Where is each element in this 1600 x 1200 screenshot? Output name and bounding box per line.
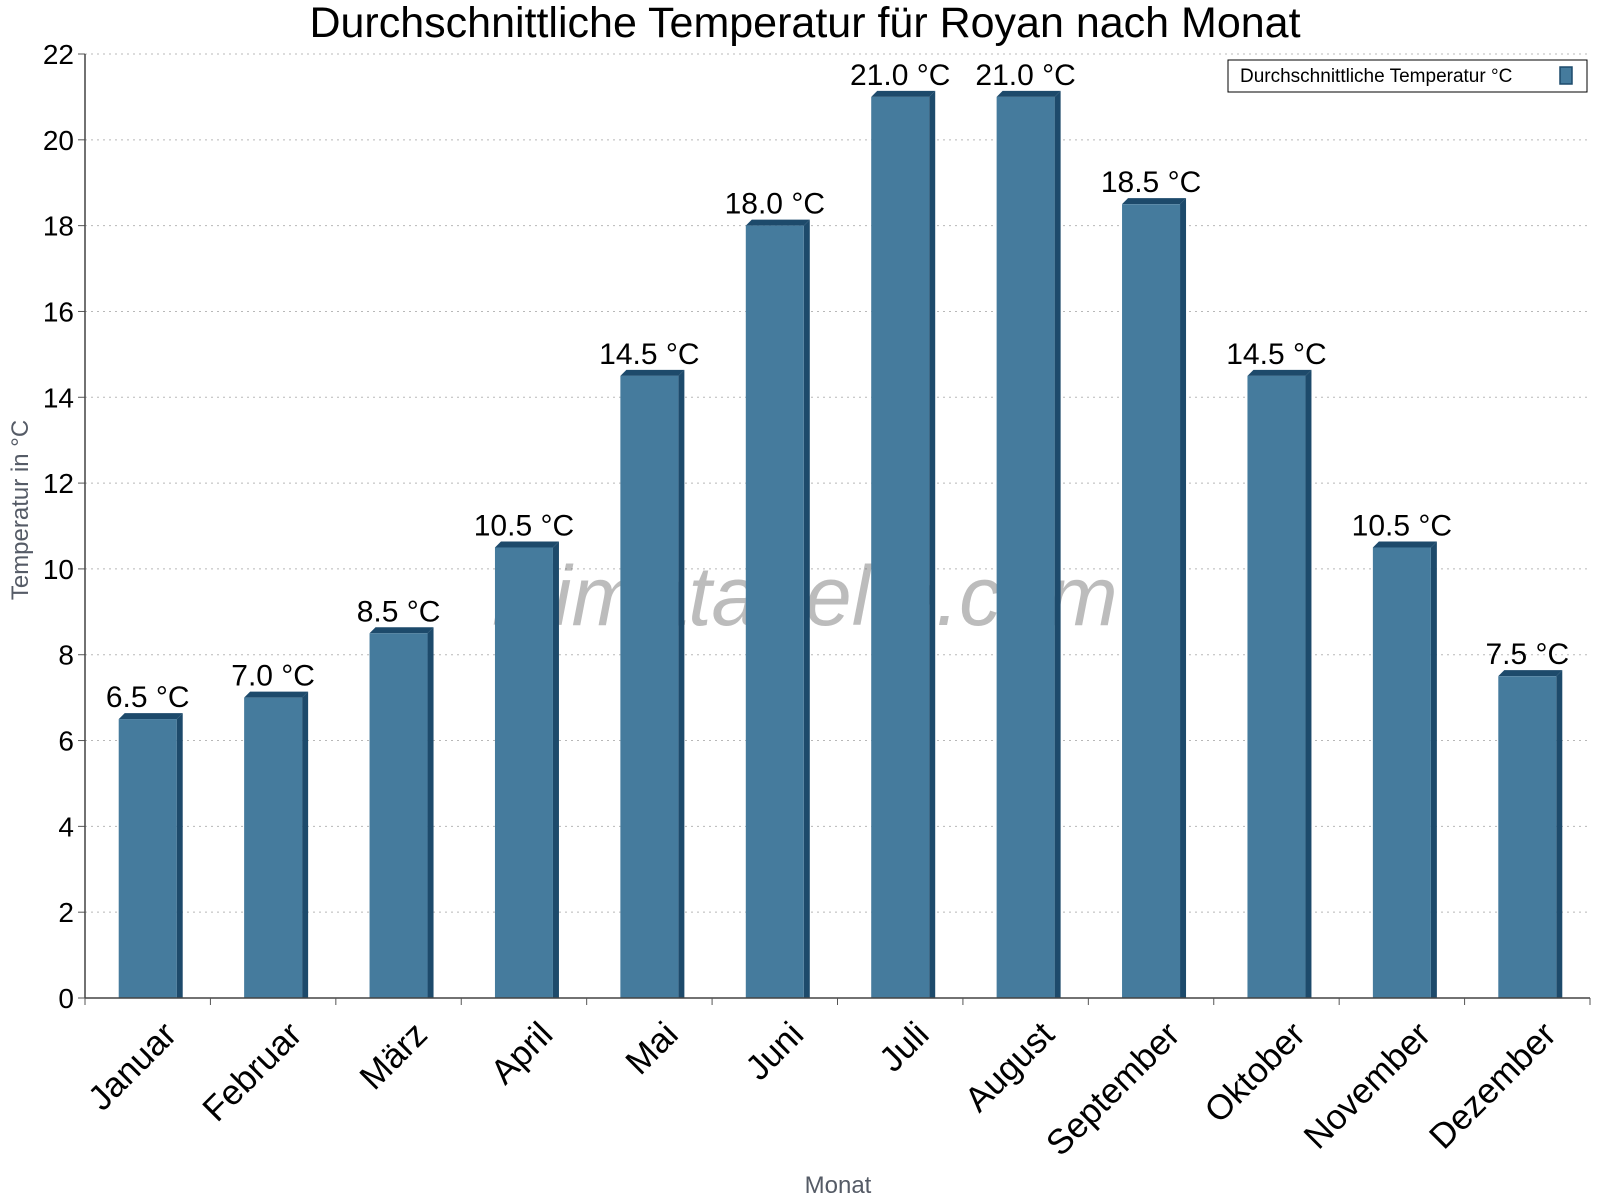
data-label: 8.5 °C: [357, 595, 441, 628]
x-tick-label: Dezember: [1422, 1015, 1564, 1157]
bar-face: [1247, 375, 1306, 998]
x-tick-label: Oktober: [1197, 1014, 1313, 1130]
y-tick-label: 8: [58, 640, 74, 671]
bar-februar: [244, 691, 309, 998]
y-tick-label: 22: [43, 39, 74, 70]
data-label: 18.5 °C: [1101, 166, 1201, 199]
bar-dezember: [1498, 670, 1563, 998]
bar-side: [929, 90, 936, 999]
x-tick-label: Februar: [195, 1015, 309, 1129]
x-tick-label: September: [1039, 1015, 1188, 1164]
chart-title: Durchschnittliche Temperatur für Royan n…: [309, 0, 1300, 47]
data-label: 18.0 °C: [725, 188, 825, 221]
bars-group: [118, 90, 1563, 999]
y-tick-label: 16: [43, 296, 74, 327]
data-label: 6.5 °C: [106, 681, 190, 714]
data-label: 14.5 °C: [1226, 338, 1326, 371]
bar-top: [369, 627, 434, 634]
y-tick-label: 12: [43, 468, 74, 499]
data-label: 7.5 °C: [1485, 638, 1569, 671]
bar-side: [1180, 198, 1187, 998]
data-label: 7.0 °C: [231, 660, 315, 693]
bar-april: [494, 541, 559, 998]
x-axis-title: Monat: [805, 1172, 872, 1199]
bar-side: [678, 369, 685, 998]
bar-side: [1305, 369, 1312, 998]
bar-top: [620, 369, 685, 376]
bar-face: [244, 697, 303, 998]
bar-august: [996, 90, 1061, 999]
bar-juli: [871, 90, 936, 999]
legend: Durchschnittliche Temperatur °C: [1227, 59, 1588, 93]
y-tick-label: 6: [58, 726, 74, 757]
y-tick-labels: 0 2 4 6 8 10 12 14 16 18 20 22: [43, 39, 74, 1014]
data-labels: 6.5 °C 7.0 °C 8.5 °C 10.5 °C 14.5 °C 18.0 °C 2…: [106, 59, 1569, 714]
bar-mai: [620, 369, 685, 998]
bar-top: [244, 691, 309, 698]
bar-side: [302, 691, 309, 998]
bar-face: [369, 633, 428, 998]
legend-box: [1227, 59, 1588, 93]
x-tick-labels: Januar Februar März April Mai Juni Juli AugustS…: [81, 1014, 1564, 1163]
data-label: 10.5 °C: [1352, 509, 1452, 542]
bar-face: [871, 96, 930, 999]
bar-top: [118, 713, 183, 720]
bar-top: [871, 90, 936, 97]
x-tick-label: November: [1296, 1015, 1438, 1157]
grid-lines: [85, 53, 1590, 913]
data-label: 21.0 °C: [850, 59, 950, 92]
legend-label: Durchschnittliche Temperatur °C: [1240, 66, 1512, 87]
x-tick-label: Januar: [81, 1015, 184, 1118]
data-label: 10.5 °C: [474, 509, 574, 542]
bar-märz: [369, 627, 434, 998]
bar-side: [427, 627, 434, 998]
bar-top: [996, 90, 1061, 97]
bar-face: [1498, 676, 1557, 998]
bar-top: [1247, 369, 1312, 376]
data-label: 21.0 °C: [975, 59, 1075, 92]
y-tick-label: 2: [58, 897, 74, 928]
bar-side: [176, 713, 183, 998]
bar-side: [1556, 670, 1563, 998]
x-tick-label: April: [483, 1015, 560, 1092]
y-tick-label: 10: [43, 554, 74, 585]
legend-swatch: [1559, 66, 1573, 85]
bar-november: [1372, 541, 1437, 998]
bar-top: [494, 541, 559, 548]
y-tick-label: 20: [43, 125, 74, 156]
bar-face: [494, 547, 553, 998]
bar-top: [1372, 541, 1437, 548]
x-tick-label: März: [352, 1015, 435, 1098]
bar-face: [620, 375, 679, 998]
data-label: 14.5 °C: [599, 338, 699, 371]
bar-face: [996, 96, 1055, 999]
y-tick-label: 18: [43, 211, 74, 242]
y-tick-label: 4: [58, 811, 74, 842]
bar-september: [1122, 198, 1187, 998]
bar-face: [1372, 547, 1431, 998]
axes-group: [78, 53, 1591, 1005]
bar-top: [1122, 198, 1187, 205]
bar-side: [1430, 541, 1437, 998]
x-tick-label: Juni: [738, 1015, 811, 1088]
x-tick-label: August: [957, 1015, 1062, 1120]
bar-top: [1498, 670, 1563, 677]
x-tick-label: Juli: [872, 1015, 937, 1080]
y-axis-title: Temperatur in °C: [7, 420, 34, 600]
y-tick-label: 14: [43, 382, 74, 413]
y-tick-label: 0: [58, 983, 74, 1014]
bar-juni: [745, 219, 810, 999]
bar-side: [1054, 90, 1061, 999]
bar-side: [552, 541, 559, 998]
bar-oktober: [1247, 369, 1312, 998]
bar-face: [118, 719, 177, 998]
bar-face: [745, 225, 804, 999]
bar-face: [1122, 204, 1181, 998]
bar-januar: [118, 713, 183, 998]
x-tick-label: Mai: [618, 1015, 685, 1082]
bar-top: [745, 219, 810, 226]
bar-side: [803, 219, 810, 999]
